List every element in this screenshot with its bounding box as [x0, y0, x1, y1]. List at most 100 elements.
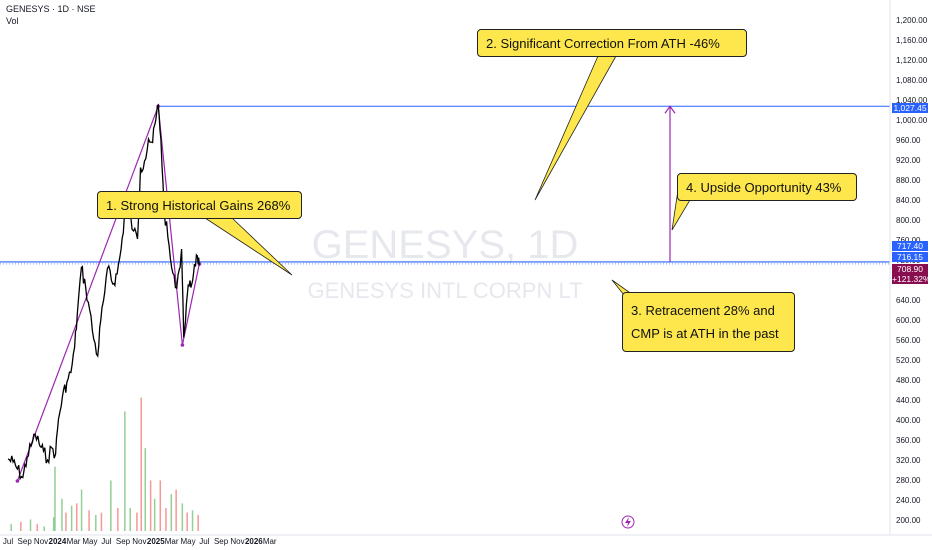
volume-bar: [88, 510, 90, 531]
callout-upside: 4. Upside Opportunity 43%: [677, 173, 857, 201]
y-tick-label: 360.00: [896, 436, 921, 445]
volume-label: Vol: [6, 16, 19, 26]
last-price: 708.90: [897, 264, 923, 274]
y-tick-label: 440.00: [896, 396, 921, 405]
y-tick-label: 1,160.00: [896, 36, 928, 45]
lightning-icon[interactable]: [621, 515, 635, 529]
volume-bar: [117, 508, 119, 531]
retracement-trendline: [181, 263, 200, 346]
volume-bar: [29, 519, 32, 531]
last-price-tag: 708.90 +121.32%: [892, 264, 931, 284]
volume-bar: [75, 503, 78, 531]
y-tick-label: 960.00: [896, 136, 921, 145]
watermark-name: GENESYS INTL CORPN LT: [307, 278, 582, 303]
upside-arrow: [664, 105, 676, 262]
price-tag-716: 716.15: [892, 252, 928, 262]
y-tick-label: 1,040.00: [896, 96, 928, 105]
y-tick-label: 320.00: [896, 456, 921, 465]
volume-bar: [181, 503, 184, 531]
volume-bar: [52, 517, 55, 531]
y-tick-label: 920.00: [896, 156, 921, 165]
callout-retracement: 3. Retracement 28% and CMP is at ATH in …: [622, 292, 795, 352]
volume-bar: [175, 489, 177, 531]
x-tick-label: 2025: [147, 537, 165, 546]
correction-trendline: [157, 106, 183, 346]
y-axis: 1,200.00 1,160.00 1,120.00 1,080.00 1,040.00…: [889, 0, 928, 535]
x-axis: Jul Sep Nov 2024 Mar May Jul Sep Nov 2025 Mar May Ju…: [0, 534, 932, 546]
volume-bar: [124, 411, 126, 531]
volume-bar: [144, 448, 146, 531]
y-tick-label: 480.00: [896, 376, 921, 385]
volume-bar: [10, 524, 12, 531]
volume-bar: [153, 498, 156, 531]
x-tick-label: Mar: [165, 537, 179, 546]
callout-correction: 2. Significant Correction From ATH -46%: [477, 29, 747, 57]
y-tick-label: 600.00: [896, 316, 921, 325]
x-tick-label: Sep: [18, 537, 33, 546]
trend-anchor-point: [15, 479, 20, 483]
gain-trendline: [16, 106, 159, 482]
volume-bar: [170, 494, 173, 531]
watermark: GENESYS, 1D GENESYS INTL CORPN LT: [307, 223, 582, 303]
volume-bar: [136, 512, 138, 531]
volume-bar: [197, 514, 199, 531]
horizontal-lines: [0, 105, 890, 265]
x-tick-label: Sep: [116, 537, 131, 546]
volume-bar: [149, 480, 152, 531]
volume-bar: [54, 466, 56, 531]
volume-bar: [129, 508, 131, 531]
y-tick-label: 200.00: [896, 516, 921, 525]
volume-bar: [61, 498, 63, 531]
volume-bars: [10, 397, 199, 531]
watermark-ticker: GENESYS, 1D: [312, 223, 579, 267]
x-tick-label: May: [82, 537, 97, 546]
trend-anchor-point: [180, 343, 185, 347]
y-tick-label: 560.00: [896, 336, 921, 345]
price-tag-717: 717.40: [892, 241, 928, 251]
callout-strong-gains: 1. Strong Historical Gains 268%: [97, 191, 302, 219]
volume-bar: [43, 526, 45, 531]
y-tick-label: 760.00: [896, 236, 921, 245]
y-tick-label: 280.00: [896, 476, 921, 485]
x-tick-label: 2024: [49, 537, 67, 546]
y-tick-label: 240.00: [896, 496, 921, 505]
volume-bar: [191, 510, 194, 531]
volume-bar: [20, 521, 22, 531]
volume-bar: [95, 514, 97, 531]
volume-bar: [36, 524, 38, 531]
symbol-title: GENESYS · 1D · NSE: [6, 4, 96, 14]
y-tick-label: 880.00: [896, 176, 921, 185]
x-tick-label: Nov: [34, 537, 48, 546]
x-tick-label: Jul: [199, 537, 209, 546]
y-tick-label: 1,200.00: [896, 16, 928, 25]
retracement-line-1: 3. Retracement 28% and: [631, 303, 775, 318]
x-tick-label: Nov: [132, 537, 146, 546]
ath-price-tag: 1,027.45: [892, 103, 928, 113]
change-percent: +121.32%: [892, 274, 931, 284]
y-tick-label: 520.00: [896, 356, 921, 365]
price-line: [7, 103, 200, 481]
y-tick-label: 1,120.00: [896, 56, 928, 65]
y-tick-label: 400.00: [896, 416, 921, 425]
upside-arrow-head: [664, 105, 676, 114]
x-tick-label: 2026: [245, 537, 263, 546]
volume-bar: [165, 508, 167, 531]
x-tick-label: May: [180, 537, 195, 546]
trend-lines: [15, 55, 691, 483]
y-tick-label: 640.00: [896, 296, 921, 305]
x-tick-label: Mar: [67, 537, 81, 546]
volume-bar: [65, 512, 67, 531]
volume-bar: [186, 512, 188, 531]
volume-bar: [80, 489, 83, 531]
volume-bar: [159, 480, 162, 531]
x-tick-label: Jul: [3, 537, 13, 546]
retracement-line-2: CMP is at ATH in the past: [631, 326, 779, 341]
y-tick-label: 840.00: [896, 196, 921, 205]
callout-pointer-correction: [534, 55, 617, 201]
y-tick-label: 800.00: [896, 216, 921, 225]
volume-bar: [140, 397, 142, 531]
x-tick-label: Sep: [214, 537, 229, 546]
x-tick-label: Mar: [263, 537, 277, 546]
x-tick-label: Jul: [101, 537, 111, 546]
